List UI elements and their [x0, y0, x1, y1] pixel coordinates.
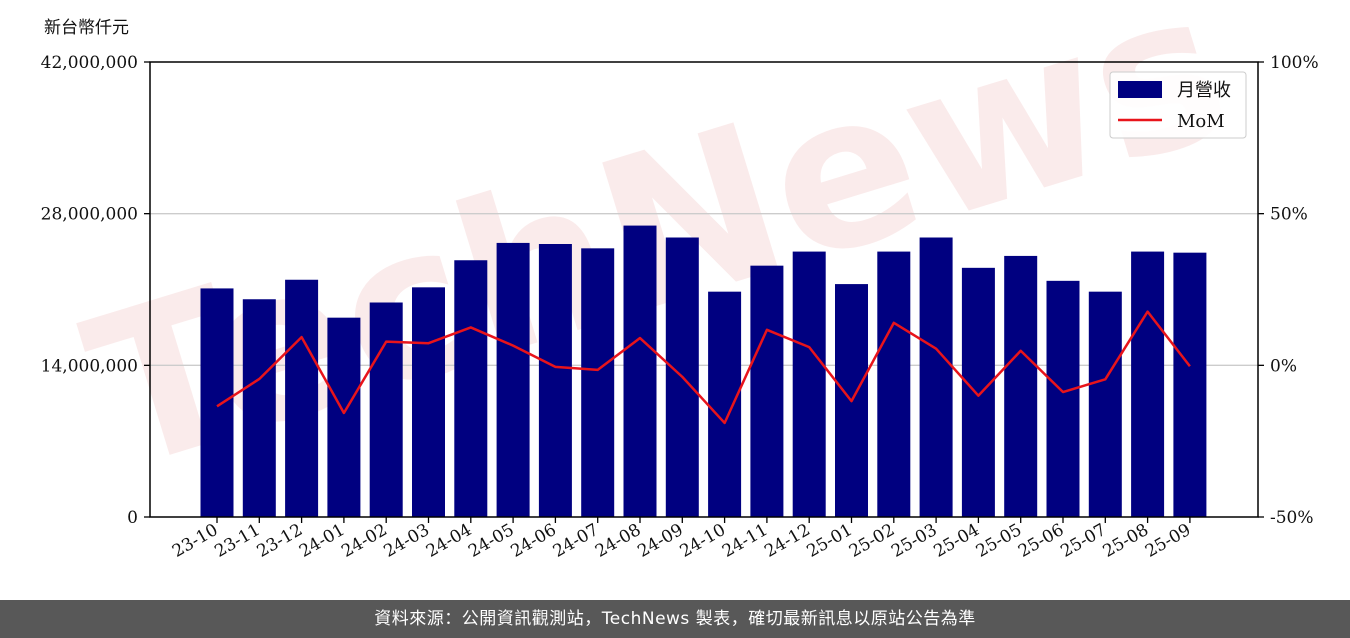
bar-23-11 [242, 299, 276, 517]
x-tick-label: 25-05 [973, 520, 1025, 562]
bar-25-07 [1088, 291, 1122, 517]
legend-bar-swatch [1118, 81, 1162, 98]
bar-24-10 [708, 291, 742, 517]
bar-24-11 [750, 265, 784, 517]
legend-label-mom: MoM [1177, 111, 1225, 132]
bar-24-04 [454, 260, 488, 517]
x-tick-label: 24-08 [592, 520, 644, 562]
footer-source-text: 資料來源：公開資訊觀測站，TechNews 製表，確切最新訊息以原站公告為準 [374, 609, 976, 629]
x-tick-label: 24-05 [465, 520, 517, 562]
x-tick-label: 24-12 [761, 520, 813, 562]
x-tick-label: 24-01 [296, 520, 348, 562]
bar-24-08 [623, 225, 657, 518]
x-tick-label: 23-12 [254, 520, 306, 562]
x-tick-label: 25-08 [1100, 520, 1152, 562]
bar-24-06 [538, 244, 572, 517]
legend-label-revenue: 月營收 [1177, 80, 1231, 101]
y-right-tick-label: 0% [1270, 356, 1297, 376]
legend: 月營收 MoM [1109, 71, 1247, 139]
bar-25-06 [1046, 280, 1080, 517]
bar-25-08 [1131, 251, 1165, 518]
chart: TechNews 014,000,00028,000,00042,000,000… [41, 0, 1319, 562]
x-tick-label: 24-09 [634, 520, 686, 562]
y-left-tick-label: 14,000,000 [41, 356, 138, 376]
y-left-tick-label: 28,000,000 [41, 205, 138, 225]
bar-24-05 [496, 242, 530, 517]
y-right-tick-label: 50% [1270, 205, 1308, 225]
bar-25-04 [961, 267, 995, 517]
x-tick-label: 25-04 [930, 520, 982, 562]
x-tick-label: 25-07 [1057, 520, 1109, 562]
mom-line-series [216, 310, 1191, 425]
x-tick-label: 24-07 [550, 520, 602, 562]
x-tick-label: 24-06 [507, 520, 559, 562]
bar-series [200, 225, 1207, 518]
bar-25-05 [1004, 255, 1038, 517]
x-tick-label: 25-09 [1142, 520, 1194, 562]
bar-24-02 [369, 302, 403, 517]
x-tick-label: 25-03 [888, 520, 940, 562]
x-tick-label: 25-01 [804, 520, 856, 562]
x-tick-label: 25-06 [1015, 520, 1067, 562]
x-tick-label: 24-11 [719, 520, 771, 562]
x-tick-label: 23-11 [211, 520, 263, 562]
x-tick-label: 24-10 [677, 520, 729, 562]
y-left-tick-label: 42,000,000 [41, 53, 138, 73]
x-tick-label: 25-02 [846, 520, 898, 562]
plot-frame [149, 61, 1259, 518]
bar-24-12 [792, 251, 826, 518]
mom-line [216, 310, 1191, 425]
x-tick-label: 23-10 [169, 520, 221, 562]
x-tick-label: 24-03 [381, 520, 433, 562]
bar-23-12 [285, 279, 319, 517]
bar-25-02 [877, 251, 911, 518]
bar-25-09 [1173, 252, 1207, 517]
bar-23-10 [200, 288, 234, 517]
x-tick-label: 24-02 [338, 520, 390, 562]
bar-24-01 [327, 317, 361, 517]
y-left-tick-label: 0 [127, 508, 138, 528]
y-axis-unit-label: 新台幣仟元 [44, 18, 129, 38]
bar-24-03 [412, 287, 445, 517]
bar-25-03 [919, 237, 953, 517]
bar-24-07 [581, 248, 615, 518]
y-right-tick-label: -50% [1270, 508, 1314, 528]
footer-source-banner: 資料來源：公開資訊觀測站，TechNews 製表，確切最新訊息以原站公告為準 [0, 600, 1350, 638]
x-tick-label: 24-04 [423, 520, 475, 562]
y-right-tick-label: 100% [1270, 53, 1319, 73]
